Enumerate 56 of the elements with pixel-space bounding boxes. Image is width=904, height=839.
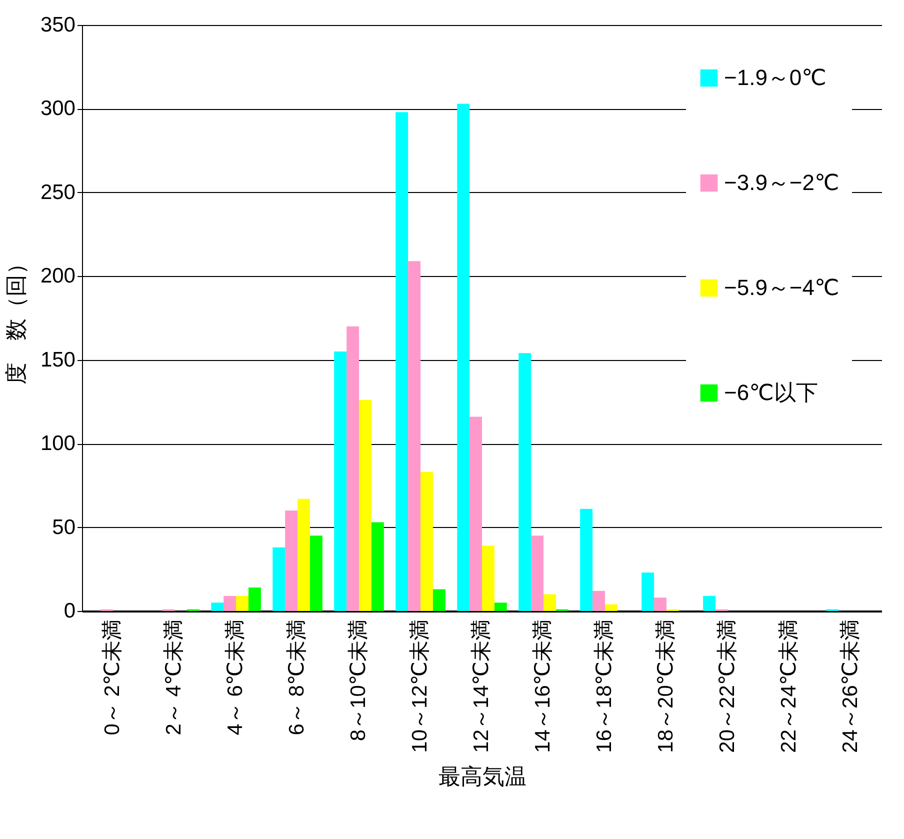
bar xyxy=(285,510,298,611)
y-tick-label: 300 xyxy=(40,97,76,120)
y-tick-label: 250 xyxy=(40,180,76,204)
bar xyxy=(457,104,470,611)
x-tick-label: 18～20℃未満 xyxy=(654,620,678,753)
bar xyxy=(408,261,421,611)
bar xyxy=(604,604,618,611)
x-tick-label: 24～26℃未満 xyxy=(838,620,862,753)
bar xyxy=(432,589,446,611)
y-tick-label: 200 xyxy=(40,264,76,288)
y-tick-label: 150 xyxy=(40,348,76,372)
legend-label: −6℃以下 xyxy=(724,380,818,405)
bar xyxy=(420,472,433,611)
y-axis-title: 度 数（回） xyxy=(3,252,28,384)
bar xyxy=(346,326,360,611)
x-tick-label: 20～22℃未満 xyxy=(716,620,739,753)
bar xyxy=(580,508,593,611)
legend-label: −3.9～−2℃ xyxy=(724,170,840,195)
bar xyxy=(654,598,666,611)
x-axis-title: 最高気温 xyxy=(438,764,526,789)
legend-label: −1.9～0℃ xyxy=(724,65,826,90)
bar xyxy=(531,536,544,611)
bar xyxy=(494,602,507,611)
bar xyxy=(211,602,224,611)
x-tick-label: 16～18℃未満 xyxy=(592,620,616,753)
legend-label: −5.9～−4℃ xyxy=(724,275,840,300)
x-tick-label: 10～12℃未満 xyxy=(408,620,432,753)
y-tick-label: 100 xyxy=(40,432,76,456)
bar xyxy=(396,112,408,611)
bar xyxy=(592,590,605,611)
x-tick-label: 22～24℃未満 xyxy=(777,620,800,753)
bar xyxy=(543,594,556,611)
y-tick-label: 0 xyxy=(64,600,76,622)
x-tick-label: 6～ 8℃未満 xyxy=(286,620,309,736)
bar xyxy=(518,353,532,611)
x-tick-label: 4～ 6℃未満 xyxy=(224,620,248,736)
x-tick-label: 14～16℃未満 xyxy=(531,620,554,753)
bar xyxy=(310,536,322,611)
x-tick-label: 2～ 4℃未満 xyxy=(162,620,186,736)
bar xyxy=(272,547,286,611)
bar xyxy=(470,416,482,611)
bar xyxy=(224,596,236,611)
x-tick-label: 0～ 2℃未満 xyxy=(101,620,124,736)
bar xyxy=(236,596,248,611)
bar xyxy=(359,400,372,611)
bar xyxy=(334,351,347,611)
y-tick-label: 350 xyxy=(40,14,76,36)
x-tick-label: 12～14℃未満 xyxy=(470,620,493,753)
bar xyxy=(371,522,384,611)
bar xyxy=(248,588,261,611)
x-tick-label: 8～10℃未満 xyxy=(347,620,370,742)
bar xyxy=(642,572,654,611)
bar xyxy=(482,546,494,611)
bar xyxy=(298,498,310,611)
y-tick-label: 50 xyxy=(52,516,76,539)
bar xyxy=(703,596,716,611)
